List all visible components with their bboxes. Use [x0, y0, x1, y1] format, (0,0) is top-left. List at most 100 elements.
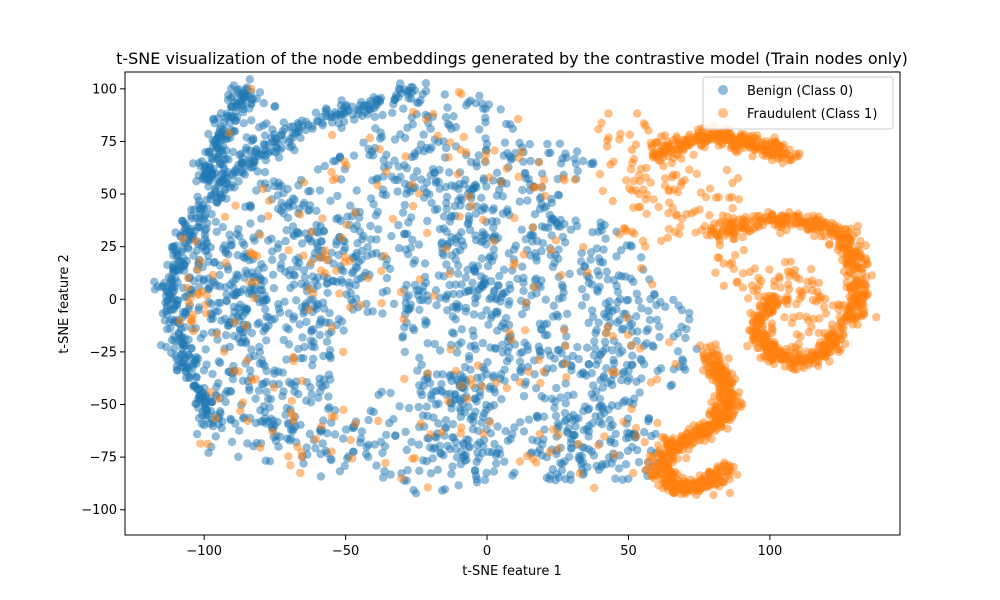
benign-point	[438, 370, 447, 379]
benign-point	[566, 470, 575, 479]
benign-point	[278, 392, 287, 401]
benign-point	[591, 328, 600, 338]
fraudulent-point	[422, 228, 432, 238]
benign-point	[395, 402, 404, 411]
fraudulent-point	[337, 233, 347, 243]
fraudulent-point	[715, 372, 724, 382]
fraudulent-point	[539, 367, 548, 376]
benign-point	[288, 426, 297, 436]
fraudulent-point	[249, 250, 259, 259]
benign-point	[402, 293, 411, 302]
benign-point	[448, 312, 457, 321]
benign-point	[284, 377, 294, 387]
benign-point	[158, 309, 167, 318]
fraudulent-point	[684, 141, 693, 150]
benign-point	[288, 222, 298, 231]
benign-point	[551, 411, 561, 421]
fraudulent-point	[783, 299, 792, 309]
benign-point	[217, 316, 226, 325]
benign-point	[307, 325, 316, 335]
benign-point	[608, 346, 617, 355]
benign-point	[346, 288, 355, 298]
legend-marker-benign	[718, 85, 728, 95]
fraudulent-point	[401, 152, 410, 161]
benign-point	[623, 295, 633, 305]
fraudulent-point	[327, 447, 336, 456]
fraudulent-point	[759, 339, 769, 348]
benign-point	[656, 364, 666, 373]
benign-point	[520, 169, 529, 178]
benign-point	[216, 169, 226, 179]
benign-point	[238, 238, 247, 247]
benign-point	[584, 421, 594, 430]
benign-point	[259, 263, 268, 272]
fraudulent-point	[457, 381, 466, 390]
fraudulent-point	[264, 211, 273, 221]
benign-point	[507, 154, 517, 163]
fraudulent-point	[707, 368, 716, 377]
benign-point	[449, 112, 458, 121]
benign-point	[677, 322, 686, 331]
benign-point	[372, 235, 381, 244]
fraudulent-point	[642, 163, 651, 173]
benign-point	[500, 457, 509, 466]
fraudulent-point	[872, 312, 881, 322]
benign-point	[625, 321, 634, 331]
benign-point	[510, 245, 519, 254]
benign-point	[601, 344, 611, 353]
fraudulent-point	[570, 175, 579, 184]
benign-point	[533, 413, 542, 422]
benign-point	[228, 92, 238, 101]
benign-point	[370, 112, 380, 122]
fraudulent-point	[705, 184, 715, 193]
benign-point	[372, 461, 381, 470]
benign-point	[396, 172, 405, 181]
benign-point	[194, 196, 204, 206]
fraudulent-point	[630, 229, 639, 238]
benign-point	[170, 286, 179, 295]
fraudulent-point	[318, 214, 327, 223]
fraudulent-point	[838, 329, 848, 338]
benign-point	[654, 322, 664, 331]
fraudulent-point	[388, 214, 398, 224]
fraudulent-point	[622, 176, 631, 185]
fraudulent-point	[664, 187, 673, 196]
benign-point	[282, 323, 291, 332]
benign-point	[215, 298, 225, 308]
fraudulent-point	[729, 214, 738, 223]
fraudulent-point	[328, 130, 337, 140]
benign-point	[238, 376, 248, 385]
benign-point	[394, 162, 403, 171]
benign-point	[359, 231, 368, 241]
fraudulent-point	[346, 435, 355, 445]
benign-point	[417, 390, 427, 400]
fraudulent-point	[765, 291, 774, 300]
fraudulent-point	[795, 294, 804, 304]
fraudulent-point	[671, 211, 681, 220]
benign-point	[235, 426, 244, 435]
benign-point	[673, 328, 683, 338]
fraudulent-point	[819, 302, 829, 312]
legend-marker-fraudulent	[718, 108, 728, 118]
fraudulent-point	[784, 280, 793, 289]
fraudulent-point	[437, 428, 447, 437]
fraudulent-point	[621, 226, 631, 236]
fraudulent-point	[377, 266, 386, 276]
benign-point	[359, 138, 368, 147]
fraudulent-point	[540, 191, 550, 201]
benign-point	[482, 182, 491, 191]
benign-point	[366, 221, 375, 231]
fraudulent-point	[332, 266, 341, 275]
fraudulent-point	[682, 209, 691, 219]
fraudulent-point	[648, 280, 657, 289]
benign-point	[460, 362, 470, 372]
x-tick-label: −100	[186, 544, 222, 559]
fraudulent-point	[751, 324, 761, 333]
benign-point	[305, 429, 315, 439]
fraudulent-point	[562, 373, 571, 382]
benign-point	[262, 336, 271, 345]
benign-point	[587, 389, 596, 399]
benign-point	[491, 343, 500, 353]
benign-point	[526, 156, 535, 166]
benign-point	[234, 303, 243, 313]
